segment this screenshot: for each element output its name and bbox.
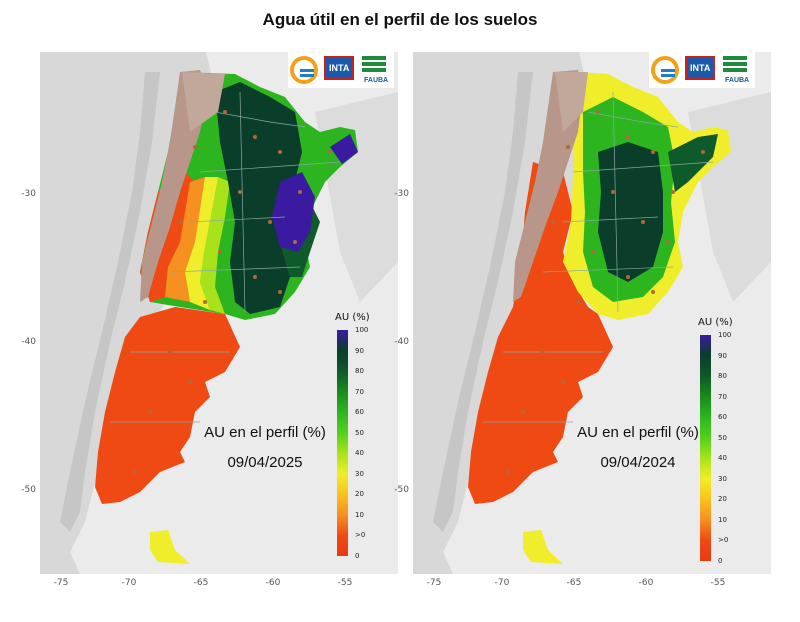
legend-title: AU (%) <box>335 312 370 323</box>
logos: INTA FAUBA <box>288 52 394 88</box>
lat-tick-label: -40 <box>21 337 36 347</box>
sun-wave-logo-icon <box>290 56 318 84</box>
fauba-logo-icon <box>721 54 751 76</box>
lat-tick-label: -40 <box>394 337 409 347</box>
lon-tick-label: -75 <box>426 578 442 588</box>
lon-tick-label: -65 <box>566 578 582 588</box>
legend-tick-label: 30 <box>355 469 364 478</box>
map-panel-2024: -30 -40 -50 -75 -70 -65 -60 -55 AU en el… <box>394 52 771 588</box>
inta-logo-icon: INTA <box>685 56 715 80</box>
legend-tick-label: >0 <box>355 531 366 540</box>
lon-tick-label: -55 <box>337 578 353 588</box>
inta-logo-icon: INTA <box>324 56 354 80</box>
legend-tick-label: 50 <box>355 428 364 437</box>
logos: INTA FAUBA <box>649 52 755 88</box>
lon-tick-label: -55 <box>710 578 726 588</box>
legend-tick-label: 10 <box>718 515 727 524</box>
legend-tick-label: 40 <box>718 454 727 463</box>
legend-tick-label: 50 <box>718 433 727 442</box>
legend: AU (%) 100 90 80 70 60 50 40 30 20 10 >0 0 <box>335 312 385 560</box>
legend-tick-label: 80 <box>718 372 727 381</box>
lon-tick-label: -65 <box>193 578 209 588</box>
map-date: 09/04/2025 <box>227 454 303 471</box>
lat-tick-label: -50 <box>394 485 409 495</box>
fauba-label: FAUBA <box>364 77 389 84</box>
legend-tick-label: 70 <box>718 392 727 401</box>
legend-tick-label: 100 <box>718 331 732 339</box>
lat-tick-label: -30 <box>21 189 36 199</box>
legend-tick-label: 20 <box>355 490 364 499</box>
lon-tick-label: -75 <box>53 578 69 588</box>
lat-tick-label: -30 <box>394 189 409 199</box>
soil-water-map-2025 <box>40 52 398 574</box>
legend-tick-label: 10 <box>355 510 364 519</box>
legend-tick-label: 60 <box>718 413 727 422</box>
legend: AU (%) 100 90 80 70 60 50 40 30 20 10 >0 0 <box>698 317 748 565</box>
legend-tick-label: 70 <box>355 387 364 396</box>
lat-tick-label: -50 <box>21 485 36 495</box>
map-label: AU en el perfil (%) <box>577 424 699 441</box>
legend-tick-label: >0 <box>718 536 729 545</box>
lon-tick-label: -60 <box>638 578 654 588</box>
figure-title: Agua útil en el perfil de los suelos <box>262 10 538 29</box>
map-date: 09/04/2024 <box>600 454 676 471</box>
fauba-label: FAUBA <box>725 77 750 84</box>
legend-tick-label: 100 <box>355 326 369 334</box>
sun-wave-logo-icon <box>651 56 679 84</box>
legend-tick-label: 0 <box>355 552 360 560</box>
legend-tick-label: 80 <box>355 367 364 376</box>
map-label: AU en el perfil (%) <box>204 424 326 441</box>
legend-tick-label: 60 <box>355 408 364 417</box>
legend-tick-label: 30 <box>718 474 727 483</box>
legend-colorbar <box>337 330 348 556</box>
legend-tick-label: 40 <box>355 449 364 458</box>
lon-tick-label: -60 <box>265 578 281 588</box>
legend-tick-label: 20 <box>718 495 727 504</box>
fauba-logo-icon <box>360 54 390 76</box>
soil-water-map-2024 <box>413 52 771 574</box>
map-panel-2025: -30 -40 -50 -75 -70 -65 -60 -55 AU en el… <box>21 52 398 588</box>
legend-colorbar <box>700 335 711 561</box>
legend-tick-label: 90 <box>355 346 364 355</box>
legend-tick-label: 0 <box>718 557 723 565</box>
legend-tick-label: 90 <box>718 351 727 360</box>
legend-title: AU (%) <box>698 317 733 328</box>
lon-tick-label: -70 <box>121 578 137 588</box>
lon-tick-label: -70 <box>494 578 510 588</box>
